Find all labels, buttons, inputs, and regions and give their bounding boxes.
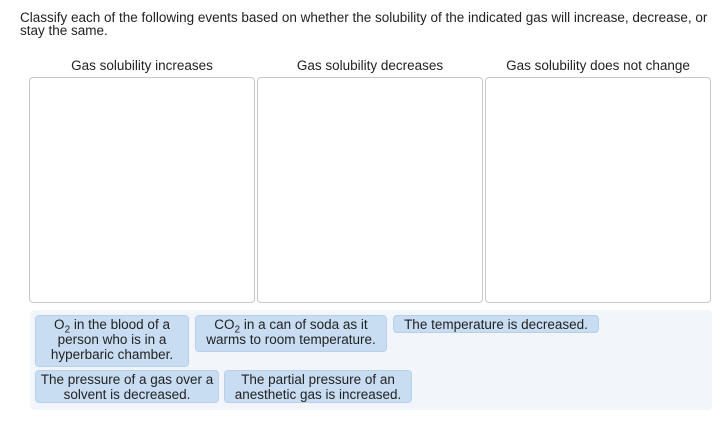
header-decreases: Gas solubility decreases [296, 58, 444, 73]
question-prompt: Classify each of the following events ba… [20, 10, 708, 38]
drop-zone-no-change[interactable] [485, 77, 711, 303]
header-increases: Gas solubility increases [71, 58, 213, 73]
chip-text: in the blood of a person who is in a hyp… [50, 317, 174, 362]
chip-text: The partial pressure of an anesthetic ga… [234, 372, 402, 402]
chip-o2-hyperbaric[interactable]: O2 in the blood of a person who is in a … [35, 315, 189, 367]
chip-subscript: 2 [234, 324, 241, 336]
drop-zone-increases[interactable] [29, 77, 255, 303]
chip-text: in a can of soda as it warms to room tem… [206, 317, 376, 347]
chip-temperature-decreased[interactable]: The temperature is decreased. [393, 315, 599, 333]
chip-text: The temperature is decreased. [404, 317, 588, 332]
drop-zone-decreases[interactable] [257, 77, 483, 303]
chip-subscript: 2 [64, 324, 71, 336]
chip-anesthetic-pressure[interactable]: The partial pressure of an anesthetic ga… [224, 370, 412, 403]
chip-text: The pressure of a gas over a solvent is … [40, 372, 214, 402]
chip-text: O [54, 317, 65, 332]
chip-pressure-decreased[interactable]: The pressure of a gas over a solvent is … [35, 370, 219, 403]
chip-co2-soda[interactable]: CO2 in a can of soda as it warms to room… [195, 315, 387, 352]
chip-text: CO [214, 317, 235, 332]
header-no-change: Gas solubility does not change [506, 58, 690, 73]
